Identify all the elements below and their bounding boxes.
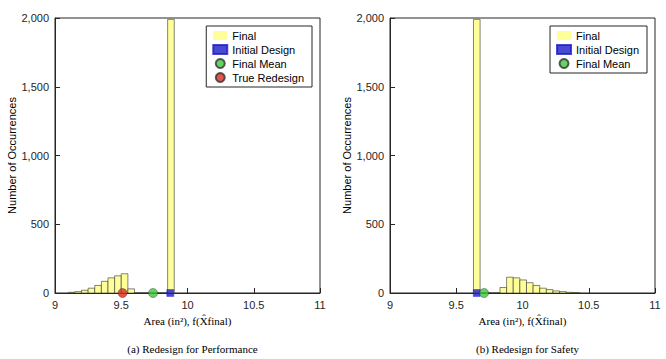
svg-text:11: 11 bbox=[314, 299, 325, 311]
svg-text:1,000: 1,000 bbox=[21, 150, 49, 162]
svg-text:Final Mean: Final Mean bbox=[576, 58, 630, 70]
svg-text:9.5: 9.5 bbox=[114, 299, 129, 311]
svg-text:1,000: 1,000 bbox=[356, 150, 384, 162]
svg-text:Final: Final bbox=[232, 30, 256, 42]
svg-text:10: 10 bbox=[516, 299, 528, 311]
svg-text:9: 9 bbox=[52, 299, 58, 311]
svg-text:Area (in²), f(X̂final): Area (in²), f(X̂final) bbox=[479, 314, 567, 327]
svg-text:10.5: 10.5 bbox=[578, 299, 599, 311]
svg-text:(a) Redesign for Performance: (a) Redesign for Performance bbox=[127, 343, 258, 356]
svg-text:2,000: 2,000 bbox=[21, 12, 49, 24]
svg-text:Initial Design: Initial Design bbox=[232, 44, 295, 56]
svg-text:1,500: 1,500 bbox=[356, 81, 384, 93]
svg-text:2,000: 2,000 bbox=[356, 12, 384, 24]
svg-text:10.5: 10.5 bbox=[243, 299, 264, 311]
svg-text:9.5: 9.5 bbox=[449, 299, 464, 311]
svg-text:Initial Design: Initial Design bbox=[576, 44, 639, 56]
svg-text:11: 11 bbox=[649, 299, 660, 311]
svg-text:Number of Occurrences: Number of Occurrences bbox=[6, 97, 18, 214]
svg-text:1,500: 1,500 bbox=[21, 81, 49, 93]
svg-text:500: 500 bbox=[31, 218, 49, 230]
svg-text:9: 9 bbox=[387, 299, 393, 311]
svg-text:10: 10 bbox=[181, 299, 193, 311]
svg-text:Final: Final bbox=[576, 30, 600, 42]
svg-text:True Redesign: True Redesign bbox=[232, 72, 304, 84]
svg-text:0: 0 bbox=[43, 287, 49, 299]
svg-text:Area (in²), f(X̂final): Area (in²), f(X̂final) bbox=[144, 314, 232, 327]
svg-text:500: 500 bbox=[366, 218, 384, 230]
svg-text:Number of Occurrences: Number of Occurrences bbox=[341, 97, 353, 214]
svg-text:Final Mean: Final Mean bbox=[232, 58, 286, 70]
svg-text:(b) Redesign for Safety: (b) Redesign for Safety bbox=[476, 343, 579, 356]
svg-text:0: 0 bbox=[378, 287, 384, 299]
